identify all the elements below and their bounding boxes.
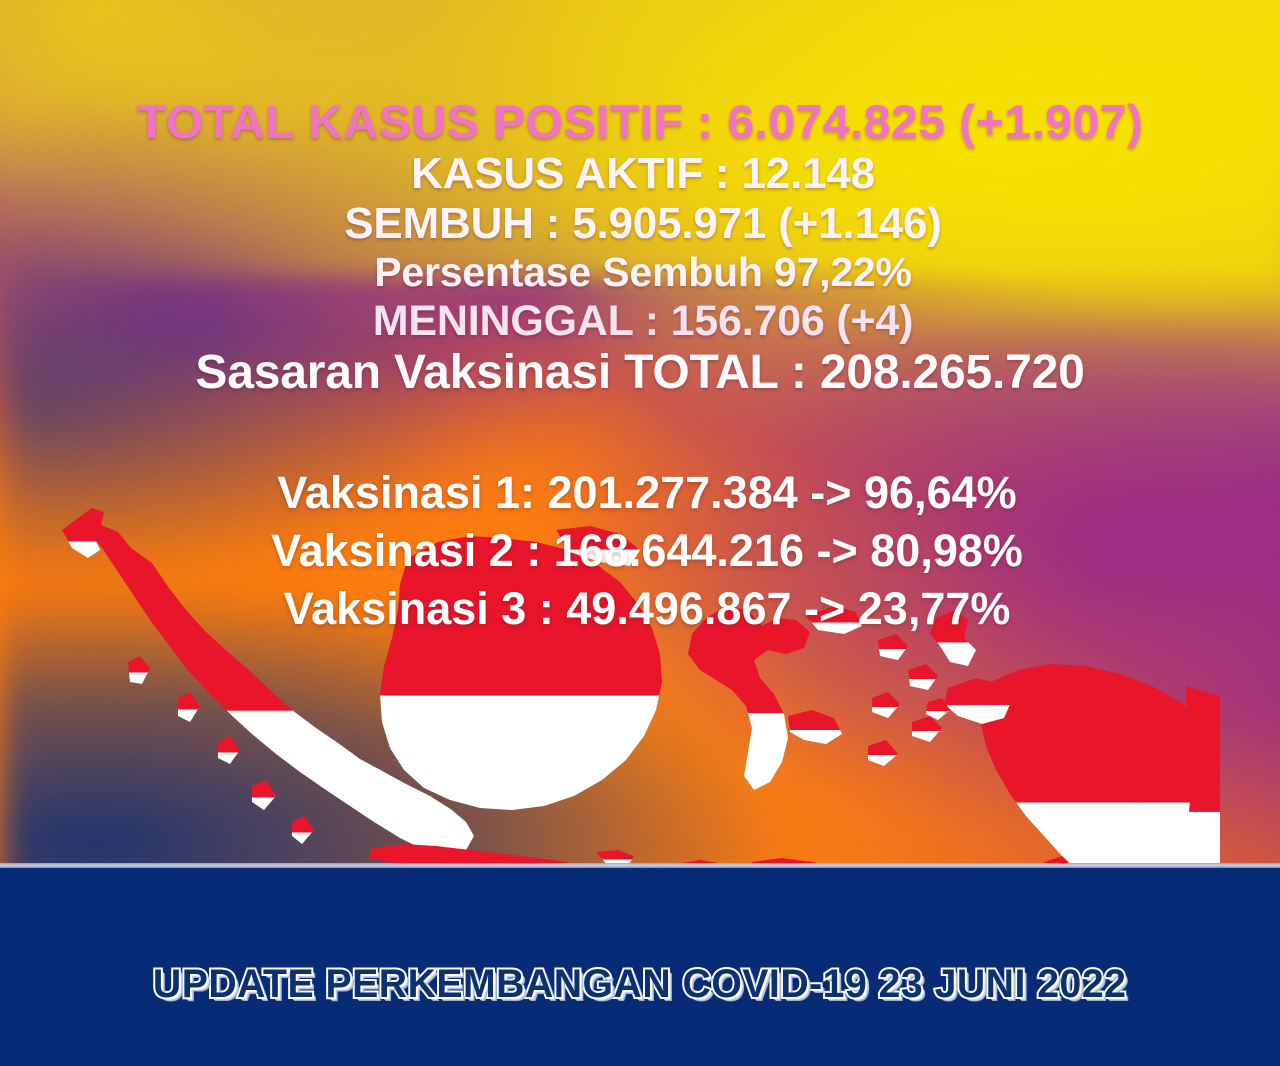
footer-banner: UPDATE PERKEMBANGAN COVID-19 23 JUNI 202…	[0, 960, 1280, 1008]
stat-sasaran-vaksinasi: Sasaran Vaksinasi TOTAL : 208.265.720	[195, 346, 1085, 400]
stat-meninggal: MENINGGAL : 156.706 (+4)	[372, 296, 914, 345]
stat-kasus-aktif: KASUS AKTIF : 12.148	[411, 148, 875, 198]
stat-vaksinasi-3: Vaksinasi 3 : 49.496.867 -> 23,77%	[283, 582, 1011, 634]
vaccination-block: Vaksinasi 1: 201.277.384 -> 96,64% Vaksi…	[0, 467, 1280, 643]
sea-band-upper-edge	[0, 866, 1280, 874]
stat-sembuh: SEMBUH : 5.905.971 (+1.146)	[344, 198, 942, 248]
stat-persentase-sembuh: Persentase Sembuh 97,22%	[374, 248, 912, 295]
footer-title: UPDATE PERKEMBANGAN COVID-19 23 JUNI 202…	[151, 960, 1128, 1008]
sea-band	[0, 872, 1280, 1066]
stat-total-positif: TOTAL KASUS POSITIF : 6.074.825 (+1.907)	[136, 95, 1144, 148]
background-blue-haze-upper	[0, 191, 512, 576]
stat-vaksinasi-2: Vaksinasi 2 : 168.644.216 -> 80,98%	[271, 524, 1023, 576]
stat-vaksinasi-1: Vaksinasi 1: 201.277.384 -> 96,64%	[277, 467, 1017, 518]
statistics-block: TOTAL KASUS POSITIF : 6.074.825 (+1.907)…	[0, 98, 1280, 402]
horizontal-divider-line	[0, 863, 1280, 868]
